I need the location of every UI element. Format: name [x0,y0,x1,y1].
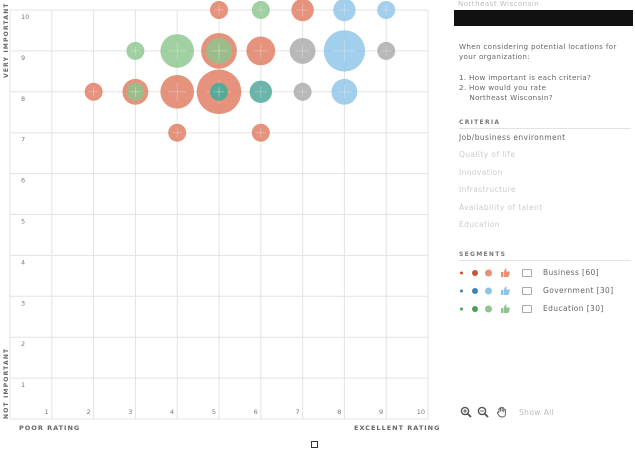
criteria-item[interactable]: Job/business environment [459,133,566,142]
data-point [377,41,396,60]
y-tick-label: 8 [21,95,25,103]
x-tick-label: 2 [86,408,90,416]
segment-swatch [460,307,463,311]
x-tick-label: 6 [254,408,258,416]
data-point [293,82,312,101]
y-tick-label: 2 [21,340,25,348]
thumbs-up-icon[interactable] [500,268,510,277]
question-1: 1. How important is each criteria? [459,73,592,82]
x-tick-label: 1 [45,408,49,416]
y-axis-bottom-label: NOT IMPORTANT [3,347,10,419]
segment-swatch [472,270,478,276]
study-subtitle: Northeast Wisconsin [458,0,540,8]
segment-row[interactable]: Business [60] [460,268,632,278]
bubbles [84,0,396,142]
data-point [126,82,145,101]
segment-row[interactable]: Education [30] [460,304,632,314]
data-point [291,0,314,22]
data-point [289,37,316,64]
question-2: 2. How would you rate Northeast Wisconsi… [459,83,553,102]
segment-swatch [472,288,478,294]
segment-label: Business [60] [543,268,600,277]
x-axis-left-label: POOR RATING [19,424,81,432]
comment-icon[interactable] [522,305,532,313]
criteria-item[interactable]: Infrastructure [459,185,516,195]
y-tick-label: 7 [21,136,25,144]
criteria-item[interactable]: Quality of life [459,150,516,160]
data-point [331,78,358,105]
intro-text: When considering potential locations for… [459,42,617,61]
data-point [246,36,276,66]
data-point [126,41,145,60]
x-tick-label: 10 [417,408,425,416]
segment-swatch [485,269,492,277]
criteria-item[interactable]: Innovation [459,167,503,177]
segment-label: Education [30] [543,304,604,313]
show-all-button[interactable]: Show All [519,408,555,417]
data-point [160,34,195,68]
comment-icon[interactable] [522,287,532,295]
hand-icon[interactable] [496,406,508,418]
zoom-in-icon[interactable] [460,406,472,418]
chart-tools: Show All [460,406,632,420]
x-tick-label: 8 [337,408,341,416]
study-title: Economic Development Study [454,10,633,26]
criteria-item[interactable]: Availability of talent [459,202,543,212]
x-tick-label: 9 [379,408,383,416]
segment-swatch [460,289,463,293]
bubble-chart[interactable]: 1 2 3 4 5 6 7 8 9 10 1 2 3 4 5 6 7 8 9 10 [0,0,450,455]
segments-divider [459,260,631,261]
y-tick-label: 5 [21,218,25,226]
data-point [251,123,270,142]
data-point [206,37,232,64]
segment-swatch [485,287,492,295]
criteria-heading: CRITERIA [459,119,501,126]
data-point [377,1,396,19]
data-point [333,0,356,22]
y-tick-label: 1 [21,381,25,389]
data-point [323,30,366,72]
segment-row[interactable]: Government [30] [460,286,632,296]
data-point [160,74,195,109]
thumbs-up-icon[interactable] [500,304,510,313]
data-point [168,123,187,142]
segment-swatch [485,305,492,313]
y-tick-label: 10 [21,13,29,21]
segment-label: Government [30] [543,286,614,295]
y-tick-label: 6 [21,177,25,185]
data-point [249,80,273,104]
segment-swatch [460,271,463,275]
x-tick-label: 4 [170,408,174,416]
segments-heading: SEGMENTS [459,251,507,258]
criteria-item[interactable]: Education [459,220,500,229]
zoom-out-icon[interactable] [477,406,489,418]
resize-handle[interactable] [311,441,318,448]
tick-labels: 1 2 3 4 5 6 7 8 9 10 1 2 3 4 5 6 7 8 9 10 [21,13,425,416]
data-point [84,82,103,101]
data-point [210,82,228,101]
data-point [210,1,228,19]
thumbs-up-icon[interactable] [500,286,510,295]
comment-icon[interactable] [522,269,532,277]
x-tick-label: 5 [212,408,216,416]
y-tick-label: 3 [21,299,25,307]
y-tick-label: 4 [21,258,25,266]
criteria-divider [459,128,631,129]
x-tick-label: 3 [128,408,132,416]
x-tick-label: 7 [295,408,299,416]
segment-swatch [472,306,478,312]
y-tick-label: 9 [21,54,25,62]
data-point [251,1,270,19]
y-axis-top-label: VERY IMPORTANT [3,2,10,78]
x-axis-right-label: EXCELLENT RATING [354,424,441,432]
